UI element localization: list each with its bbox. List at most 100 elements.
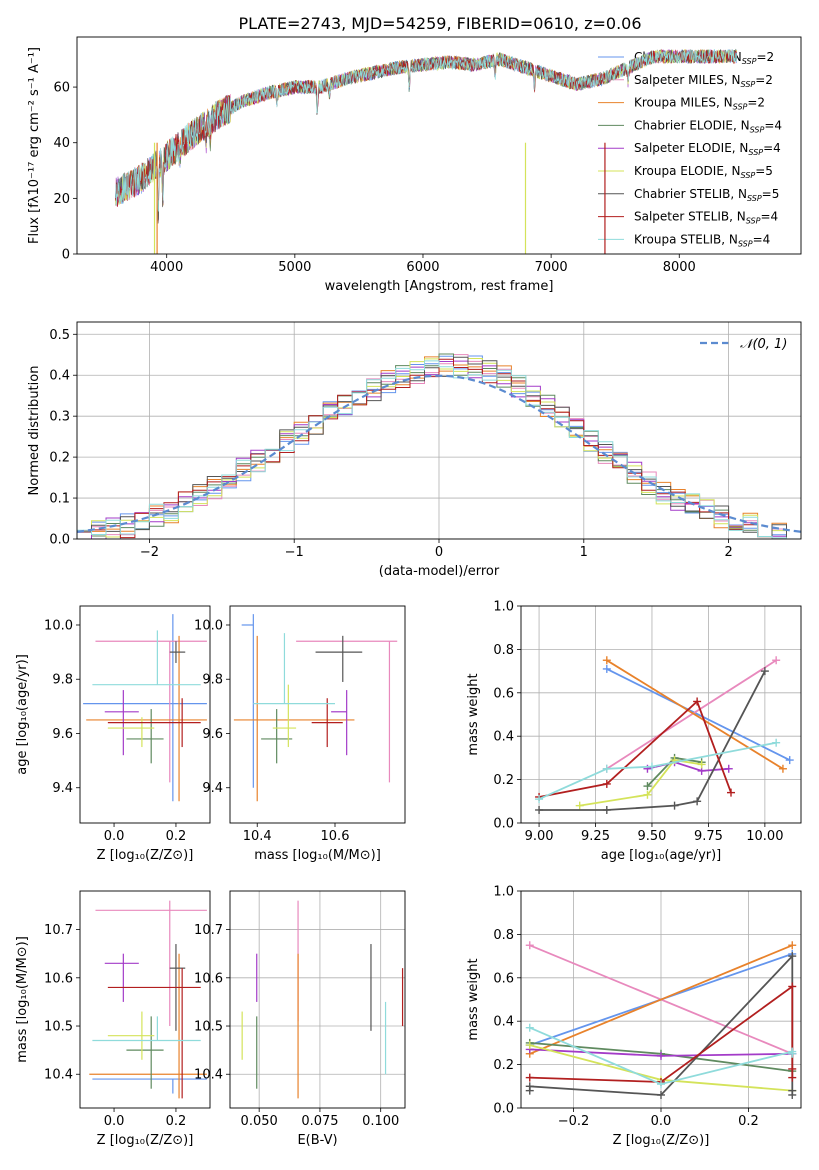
x-tick-label: 0.0 xyxy=(104,829,125,844)
residual-histogram xyxy=(77,360,801,539)
x-tick-label: −0.2 xyxy=(558,1114,590,1129)
y-tick-label: 10.5 xyxy=(44,1020,73,1035)
mass-weight-marker xyxy=(727,788,735,797)
x-tick-label: 9.25 xyxy=(581,829,610,844)
x-tick-label: 0.0 xyxy=(651,1114,672,1129)
x-tick-label: 9.00 xyxy=(525,829,554,844)
x-tick-label: −2 xyxy=(140,545,159,560)
legend-entry-tail: =2 xyxy=(756,50,774,64)
mass-weight-marker xyxy=(778,764,787,773)
legend-entry-tail: =5 xyxy=(762,187,780,201)
mass-weight-series-line xyxy=(529,944,793,1055)
x-tick-label: 0.0 xyxy=(104,1114,125,1129)
mass_weight_vs_Z-frame xyxy=(520,890,802,1109)
legend-entry-main: Salpeter ELODIE, N xyxy=(634,141,748,155)
y-tick-label: 9.6 xyxy=(52,727,73,742)
y-tick-label: 9.4 xyxy=(202,781,223,796)
legend-entry-main: Kroupa ELODIE, N xyxy=(634,164,741,178)
mass_vs_ebv-axes: 0.050 0.075 0.100 10.4 10.5 10.6 10.7 E(B-V) xyxy=(194,890,406,1148)
y-tick-label: 10.6 xyxy=(44,971,73,986)
legend-entry-subscript: SSP xyxy=(748,148,763,157)
legend-entry: Salpeter MILES, NSSP=2 xyxy=(634,73,773,89)
mass-weight-series-line xyxy=(579,759,702,807)
x-tick-label: 10.4 xyxy=(243,829,272,844)
y-tick-label: 10.5 xyxy=(194,1020,223,1035)
reference-gaussian-curve xyxy=(77,374,801,533)
errorbar-point xyxy=(83,614,207,802)
mass-weight-series-line xyxy=(606,659,784,770)
mass-weight-marker xyxy=(657,1090,665,1099)
y-tick-label: 0.4 xyxy=(493,1015,514,1030)
y-tick-label: 0.0 xyxy=(49,533,70,548)
legend-entry: Kroupa ELODIE, NSSP=5 xyxy=(634,164,773,180)
mass-weight-marker xyxy=(602,764,611,773)
residuals-axes: −2 −1 0 1 2 0.0 0.1 0.2 0.3 0.4 0.5 (data-model)/er… xyxy=(27,321,802,579)
y-tick-label: 1.0 xyxy=(493,885,514,900)
x-tick-label: 9.50 xyxy=(637,829,666,844)
legend-entry-main: Salpeter STELIB, N xyxy=(634,210,746,224)
x-axis-label: Z [log₁₀(Z/Z⊙)] xyxy=(97,848,194,863)
errorbar-point xyxy=(92,1078,207,1094)
y-tick-label: 0.5 xyxy=(49,328,70,343)
mass-weight-series-line xyxy=(538,741,777,800)
mass-weight-marker xyxy=(788,1049,797,1058)
errorbar-point xyxy=(315,635,363,682)
spectrum-axes: 4000 5000 6000 7000 8000 0 20 40 60 wavelength [A… xyxy=(27,36,802,294)
y-axis-label: Flux [fλ10⁻¹⁷ erg cm⁻² s⁻¹ A⁻¹] xyxy=(27,47,42,244)
mass-weight-marker xyxy=(788,952,797,961)
mass-weight-marker xyxy=(785,756,794,765)
y-tick-label: 0.2 xyxy=(49,451,70,466)
residuals-legend: 𝒩(0, 1) xyxy=(700,337,787,352)
y-tick-label: 0.8 xyxy=(493,928,514,943)
legend-entry-tail: =4 xyxy=(760,210,778,224)
legend-entry-tail: =4 xyxy=(753,232,771,246)
y-axis-label: mass weight xyxy=(466,673,481,755)
mass-weight-marker xyxy=(657,1051,665,1060)
mass_vs_Z-frame xyxy=(79,890,211,1109)
figure-title: PLATE=2743, MJD=54259, FIBERID=0610, z=0… xyxy=(238,14,641,33)
errorbar-point xyxy=(233,635,355,802)
mass-weight-marker xyxy=(602,656,611,665)
y-axis-label: mass weight xyxy=(466,958,481,1040)
legend-entry-subscript: SSP xyxy=(742,57,757,66)
y-tick-label: 10.0 xyxy=(194,618,223,633)
x-tick-label: 0.2 xyxy=(166,829,187,844)
mass-weight-marker xyxy=(647,762,656,771)
y-tick-label: 10.7 xyxy=(194,923,223,938)
age_vs_Z-axes: 0.0 0.2 9.4 9.6 9.8 10.0 Z [log₁₀(Z/Z⊙)] age [l… xyxy=(15,605,211,863)
legend-entry-tail: =4 xyxy=(763,141,781,155)
y-tick-label: 0.6 xyxy=(493,971,514,986)
mass_weight_vs_Z-plot-area xyxy=(521,891,801,1108)
legend-entry-main: Salpeter MILES, N xyxy=(634,73,741,87)
x-tick-label: −1 xyxy=(285,545,304,560)
spectrum-plot-area xyxy=(115,48,737,254)
errorbar-point xyxy=(95,900,207,1027)
y-tick-label: 9.8 xyxy=(52,673,73,688)
spectrum-series-line xyxy=(115,48,737,212)
legend-entry: Chabrier ELODIE, NSSP=4 xyxy=(634,118,782,134)
y-tick-label: 0 xyxy=(62,248,70,263)
legend-entry-subscript: SSP xyxy=(733,103,748,112)
legend-entry-subscript: SSP xyxy=(746,217,761,226)
y-tick-label: 60 xyxy=(53,81,70,96)
y-tick-label: 9.6 xyxy=(202,727,223,742)
x-tick-label: 0 xyxy=(435,545,443,560)
errorbar-point xyxy=(95,640,207,783)
mass-weight-marker xyxy=(643,790,652,799)
y-tick-label: 0.8 xyxy=(493,643,514,658)
mass-weight-marker xyxy=(525,1041,534,1050)
age_vs_mass-axes: 10.4 10.6 9.4 9.6 9.8 10.0 mass [log₁₀(M/M⊙)] xyxy=(194,605,406,863)
age_vs_mass-plot-area xyxy=(233,614,398,802)
errorbar-point xyxy=(92,1016,201,1042)
y-tick-label: 10.0 xyxy=(44,618,73,633)
mass-weight-marker xyxy=(697,760,706,769)
y-tick-label: 10.7 xyxy=(44,923,73,938)
y-tick-label: 0.1 xyxy=(49,492,70,507)
mass_vs_Z-axes: 0.0 0.2 10.4 10.5 10.6 10.7 Z [log₁₀(Z/Z⊙)] mas… xyxy=(15,890,211,1148)
mass-weight-marker xyxy=(525,1082,534,1091)
legend-entry-main: Kroupa STELIB, N xyxy=(634,232,738,246)
y-tick-label: 9.8 xyxy=(202,673,223,688)
x-tick-label: 10.00 xyxy=(746,829,783,844)
legend-entry: Kroupa STELIB, NSSP=4 xyxy=(634,232,770,248)
mass-weight-marker xyxy=(788,941,797,950)
